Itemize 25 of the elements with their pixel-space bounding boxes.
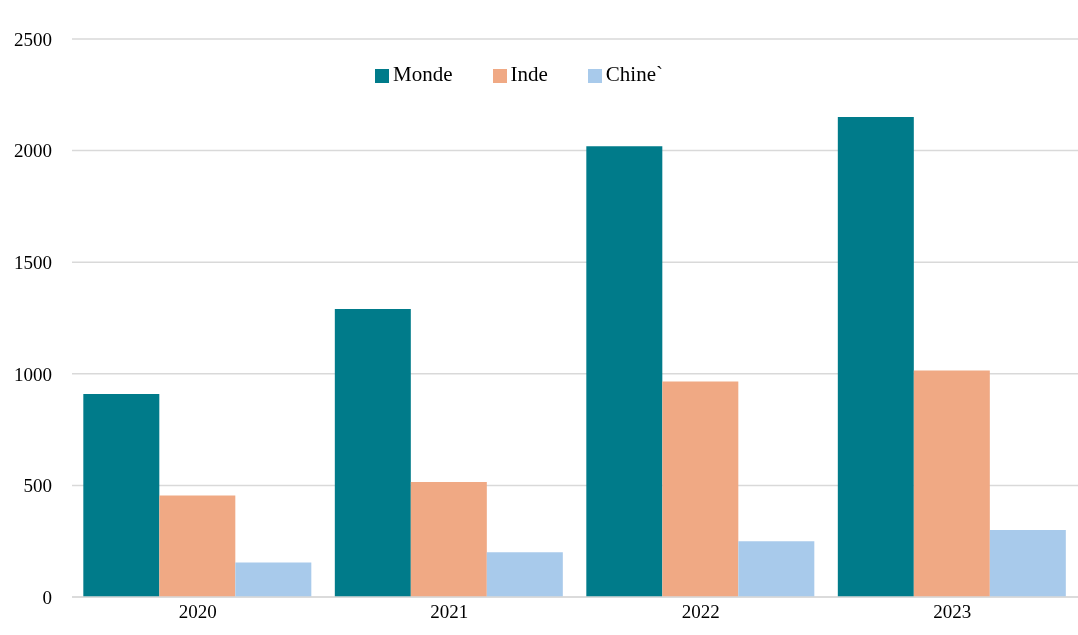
x-tick-label: 2021 <box>430 601 469 623</box>
y-tick-label: 1500 <box>14 251 52 273</box>
bar <box>837 117 914 597</box>
legend-label: Monde <box>393 62 453 86</box>
bar <box>334 309 411 597</box>
bar <box>410 482 487 597</box>
x-tick-label: 2020 <box>178 601 217 623</box>
y-tick-label: 2000 <box>14 140 52 162</box>
bar <box>235 562 312 597</box>
bar <box>989 530 1066 597</box>
bar <box>83 393 160 597</box>
bar <box>586 146 663 597</box>
x-tick-label: 2022 <box>681 601 720 623</box>
legend-label: Inde <box>510 62 548 86</box>
x-tick-label: 2023 <box>933 601 972 623</box>
bar <box>913 370 990 597</box>
bar <box>486 552 563 597</box>
bar <box>662 381 739 597</box>
bar <box>159 495 236 597</box>
y-tick-label: 0 <box>42 586 52 608</box>
y-tick-label: 1000 <box>14 363 52 385</box>
legend-label: Chine` <box>605 62 663 86</box>
y-tick-label: 500 <box>23 475 52 497</box>
y-tick-label: 2500 <box>14 28 52 50</box>
bar <box>738 541 815 597</box>
